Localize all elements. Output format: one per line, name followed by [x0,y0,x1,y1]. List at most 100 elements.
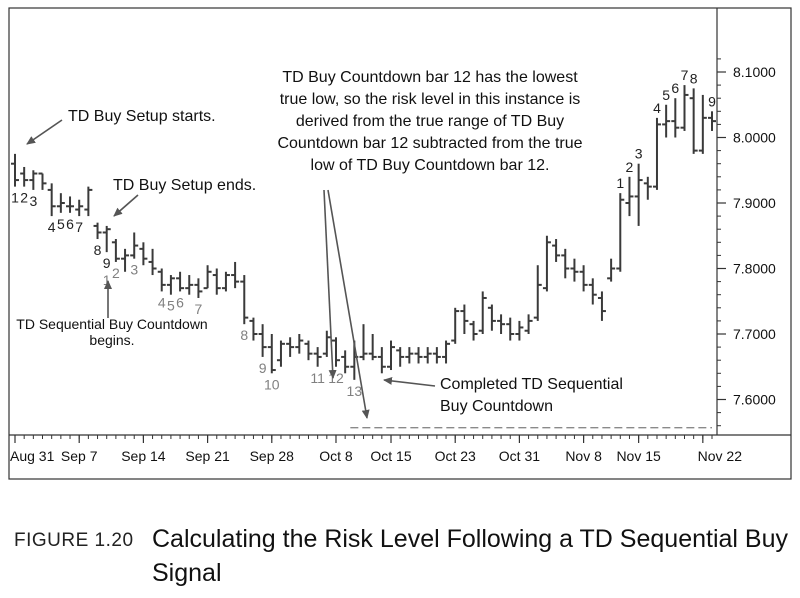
countdown-count-label: 2 [112,265,120,281]
setup-count-label: 2 [20,190,28,206]
x-tick-label: Aug 31 [10,448,55,464]
ohlc-bar [561,248,570,279]
y-tick-label: 7.6000 [733,392,776,408]
ohlc-bar [75,199,84,217]
x-tick-label: Oct 8 [319,448,353,464]
ohlc-bar [84,186,93,217]
ohlc-bar [597,291,606,321]
ohlc-bar [442,340,451,364]
countdown-count-label: 10 [264,376,280,392]
ohlc-bar [377,347,386,374]
ohlc-bar [414,347,423,364]
ohlc-bar [652,117,661,190]
ohlc-bar [121,248,130,272]
annotation-completed-line1: Completed TD Sequential [440,376,623,393]
ohlc-bar [469,320,478,341]
ohlc-bar [231,261,240,289]
ohlc-bar [276,340,285,367]
ohlc-bar [689,88,698,154]
setup-count-label: 8 [690,70,698,86]
ohlc-bar [38,172,47,190]
ohlc-bar [286,337,295,357]
ohlc-bar [478,291,487,334]
ohlc-bar [432,347,441,364]
annotations-layer: TD Buy Setup starts. TD Buy Setup ends. TD… [16,69,623,419]
ohlc-bar [66,196,75,213]
ohlc-bar [313,347,322,367]
setup-count-label: 6 [66,216,74,232]
ohlc-bar [93,222,102,240]
ohlc-bar [221,271,230,292]
countdown-count-label: 4 [158,294,166,310]
setup-count-label: 1 [11,190,19,206]
annotation-countdown-begins-line1: TD Sequential Buy Countdown [16,316,207,332]
countdown-count-label: 3 [130,262,138,278]
ohlc-bar [212,268,221,295]
setup-count-label: 4 [653,100,661,116]
setup-count-label: 1 [616,175,624,191]
annotation-setup-ends: TD Buy Setup ends. [113,177,256,194]
setup-count-label: 5 [662,87,670,103]
x-tick-label: Sep 7 [61,448,98,464]
arrow-setup-ends [113,194,139,217]
ohlc-bar [607,258,616,282]
ohlc-bar [533,265,542,321]
ohlc-bar [194,278,203,298]
x-tick-label: Sep 28 [250,448,295,464]
figure-label: FIGURE 1.20 [14,530,134,551]
setup-count-label: 4 [48,219,56,235]
ohlc-bar [185,275,194,295]
countdown-count-label: 9 [259,360,267,376]
ohlc-bar [588,278,597,305]
ohlc-bar [148,248,157,276]
ohlc-bar [497,314,506,334]
ohlc-bar [166,275,175,295]
setup-count-label: 3 [29,193,37,209]
arrow-bar12-b [327,189,370,419]
arrow-completed [383,376,436,387]
ohlc-bar [359,324,368,361]
annotation-setup-starts: TD Buy Setup starts. [68,108,216,125]
ohlc-bar [680,85,689,131]
ohlc-bar [708,111,716,131]
x-tick-label: Nov 15 [616,448,661,464]
bars-layer [11,85,716,380]
ohlc-bar [341,350,350,374]
ohlc-bar [387,340,396,371]
countdown-count-label: 7 [195,301,203,317]
setup-count-label: 6 [671,80,679,96]
setup-count-label: 7 [75,219,83,235]
ohlc-chart: Aug 31 Sep 7 Sep 14 Sep 21 Sep 28 Oct 8 Oct 15… [8,7,792,480]
ohlc-bar [506,317,515,341]
annotation-bar12-line: Countdown bar 12 subtracted from the tru… [277,135,582,152]
setup-count-label: 2 [626,159,634,175]
setup-count-label: 8 [94,242,102,258]
ohlc-bar [295,334,304,354]
countdown-count-label: 8 [240,327,248,343]
y-tick-label: 8.0000 [733,130,776,146]
countdown-count-label: 12 [328,370,344,386]
ohlc-bar [111,239,120,262]
ohlc-bar [130,232,139,259]
ohlc-bar [487,304,496,331]
ohlc-bar [258,324,267,357]
ohlc-bar [249,317,258,341]
x-tick-label: Nov 8 [565,448,602,464]
ohlc-bar [643,176,652,200]
ohlc-bar [625,176,634,217]
x-tick-label: Sep 14 [121,448,166,464]
ohlc-bar [515,320,524,341]
countdown-count-label: 13 [347,383,363,399]
ohlc-bar [322,330,331,357]
annotation-bar12-line: low of TD Buy Countdown bar 12. [311,157,550,174]
setup-count-label: 3 [635,146,643,162]
ohlc-bar [157,268,166,292]
ohlc-bar [368,334,377,361]
x-tick-label: Oct 31 [499,448,540,464]
ohlc-bar [451,307,460,344]
ohlc-bar [524,314,533,334]
figure-title: Calculating the Risk Level Following a T… [152,525,788,587]
x-tick-label: Oct 15 [370,448,411,464]
annotation-completed-line2: Buy Countdown [440,398,553,415]
chart-frame [8,7,792,480]
